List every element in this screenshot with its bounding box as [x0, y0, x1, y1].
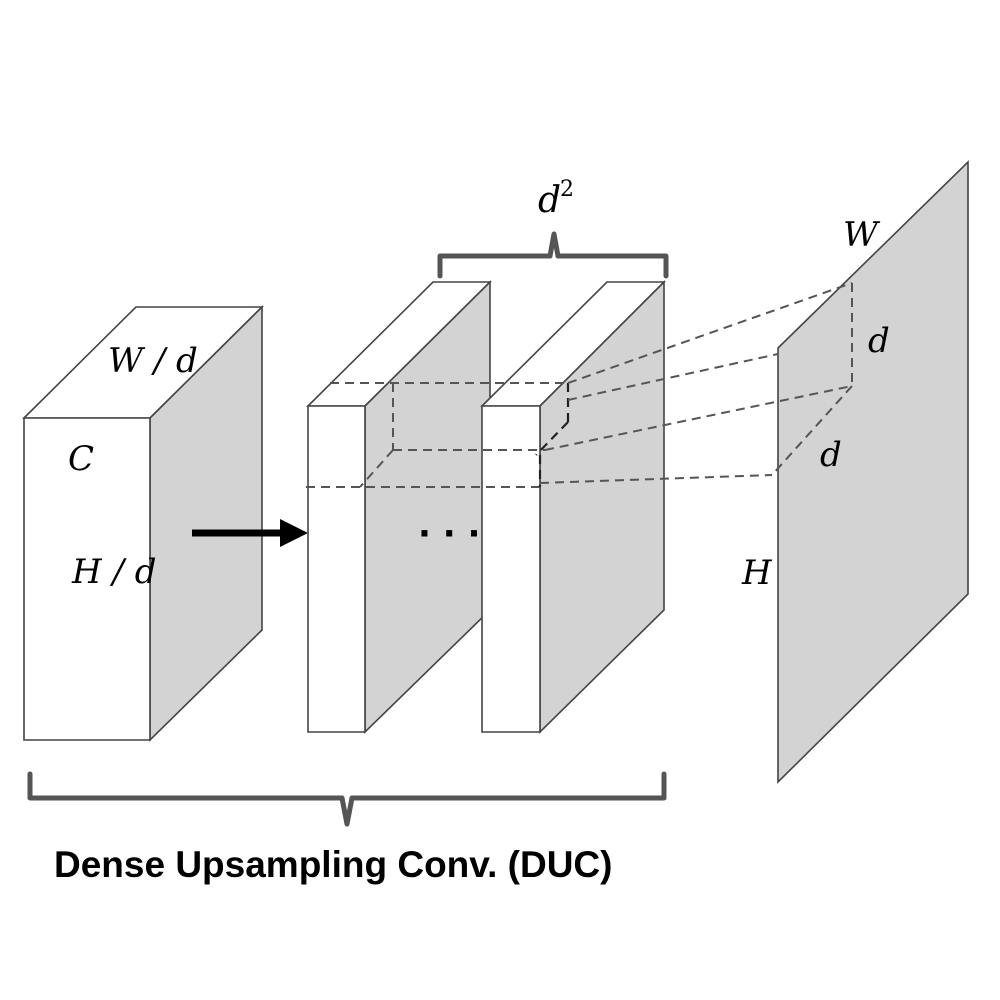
dash-diag-left [359, 449, 394, 488]
bottom-brace-shape [27, 771, 667, 827]
input-block-front-face [23, 417, 151, 741]
block-d-vertical-label: d [868, 321, 890, 361]
input-feature-block: W / d C H / d [22, 305, 264, 742]
slab1-front-face [307, 405, 366, 733]
proj-line-bottom [539, 474, 773, 484]
ellipsis-dots: · · · [418, 514, 480, 554]
dashed-pixel-box [306, 382, 570, 488]
channel-slab-last [480, 280, 666, 734]
output-dxd-block [771, 283, 853, 476]
top-brace-shape [437, 231, 669, 279]
input-width-label: W / d [108, 341, 198, 381]
input-channels-label: C [68, 439, 94, 479]
block-bottom-diag [771, 385, 853, 476]
proj-line-upper [567, 353, 779, 401]
channel-slab-first [306, 280, 492, 734]
block-d-horizontal-label: d [820, 435, 842, 475]
dash-diag-right [535, 421, 569, 456]
proj-line-top [567, 282, 853, 384]
proj-line-lower [544, 385, 853, 451]
upsampling-arrow [192, 519, 308, 547]
input-height-label: H / d [71, 552, 157, 592]
output-plane: W H d d [741, 160, 969, 784]
output-plane-face [777, 160, 969, 784]
d-squared-exponent: 2 [560, 177, 574, 202]
slab2-front-face [481, 405, 541, 733]
projection-lines [539, 282, 853, 484]
diagram-caption: Dense Upsampling Conv. (DUC) [54, 844, 612, 885]
arrow-head [280, 519, 308, 547]
output-height-label: H [741, 553, 773, 593]
duc-brace [27, 771, 667, 827]
d-squared-brace: d 2 [437, 177, 669, 279]
d-squared-label: d [538, 180, 561, 221]
output-width-label: W [843, 215, 881, 255]
